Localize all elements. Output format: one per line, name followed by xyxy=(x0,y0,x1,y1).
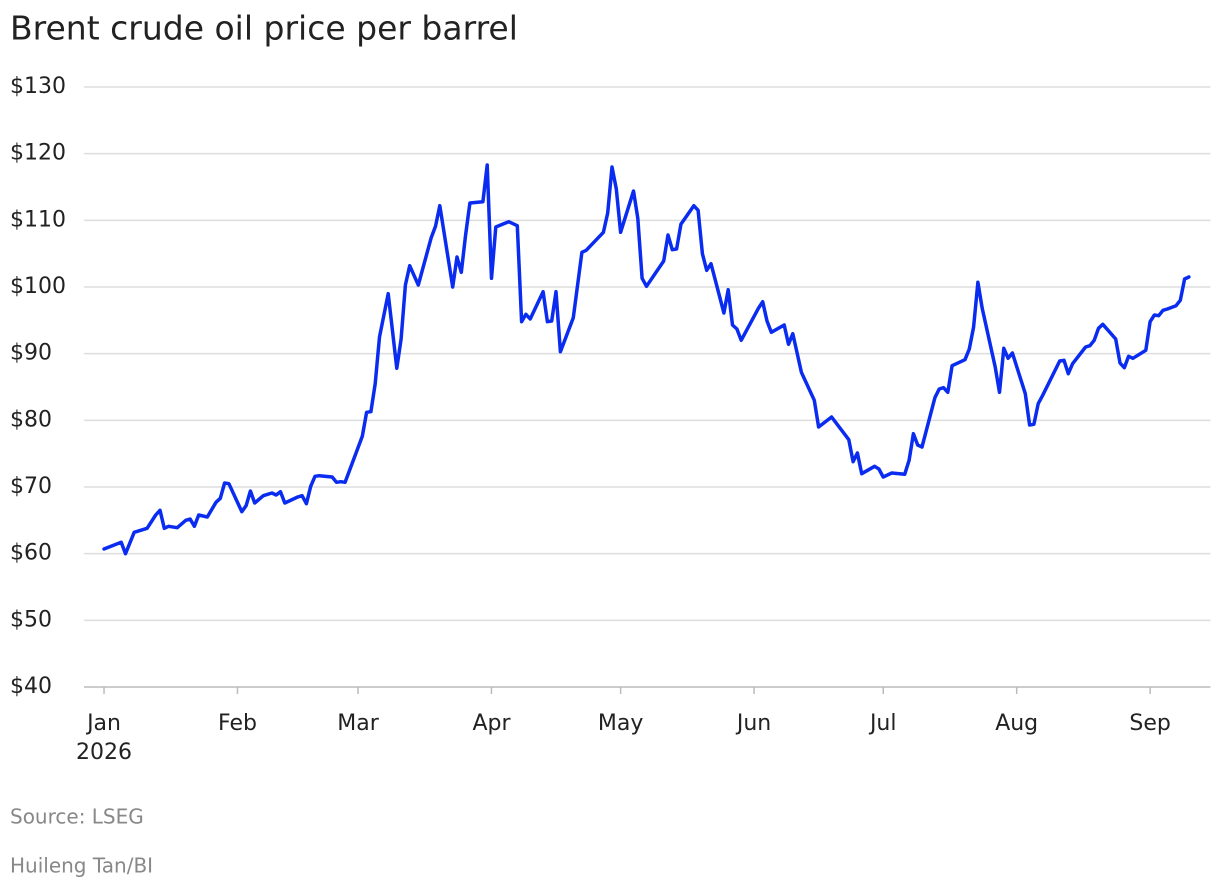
chart-title: Brent crude oil price per barrel xyxy=(10,9,518,48)
y-tick-label: $100 xyxy=(10,274,66,299)
x-tick-label: Sep xyxy=(1129,711,1170,736)
x-tick-label: May xyxy=(598,711,643,736)
x-tick-label: Mar xyxy=(337,711,379,736)
y-tick-label: $110 xyxy=(10,207,66,232)
x-tick-label: Apr xyxy=(472,711,511,736)
credit: Huileng Tan/BI xyxy=(10,854,153,878)
x-tick-label: Jun xyxy=(735,711,771,736)
x-tick-label: Jan xyxy=(85,711,121,736)
x-tick-label: Jul xyxy=(868,711,897,736)
y-tick-label: $60 xyxy=(10,541,52,566)
y-tick-label: $50 xyxy=(10,607,52,632)
y-tick-label: $40 xyxy=(10,674,52,699)
x-tick-label: Aug xyxy=(995,711,1038,736)
y-tick-label: $80 xyxy=(10,407,52,432)
y-tick-label: $130 xyxy=(10,74,66,99)
y-tick-label: $90 xyxy=(10,341,52,366)
x-axis-year: 2026 xyxy=(76,740,132,765)
y-tick-label: $70 xyxy=(10,474,52,499)
x-tick-label: Feb xyxy=(218,711,257,736)
y-tick-label: $120 xyxy=(10,141,66,166)
source: Source: LSEG xyxy=(10,805,144,829)
price-line xyxy=(102,163,1191,556)
